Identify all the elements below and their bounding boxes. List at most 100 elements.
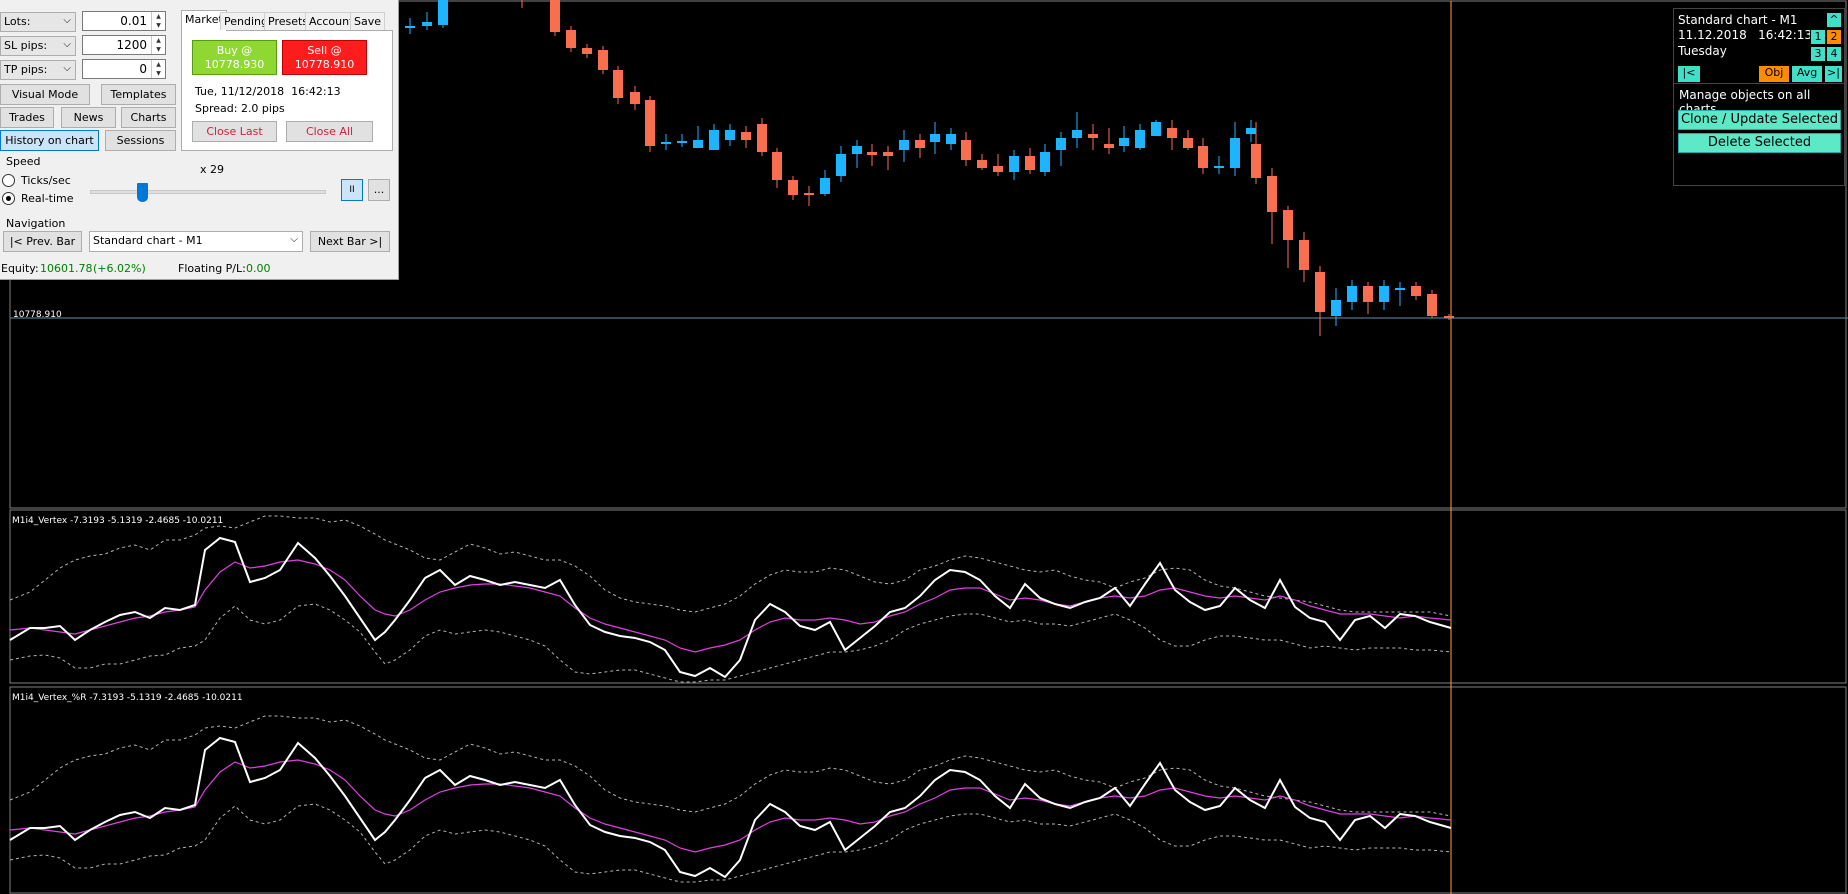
- candle-body: [977, 160, 987, 168]
- close-last-button[interactable]: Close Last: [192, 121, 277, 142]
- indicator-pane-2: [9, 715, 1452, 883]
- delete-selected-button[interactable]: Delete Selected: [1678, 133, 1841, 153]
- avg-button[interactable]: Avg: [1791, 65, 1823, 83]
- buy-price: 10778.930: [204, 58, 265, 71]
- candle-body: [1347, 286, 1357, 302]
- obj-button[interactable]: Obj: [1758, 65, 1790, 83]
- candle-body: [757, 124, 767, 152]
- candle-body: [1119, 138, 1129, 146]
- candle-body: [693, 140, 703, 148]
- templates-button[interactable]: Templates: [101, 84, 176, 105]
- num-2-button[interactable]: 2: [1826, 29, 1842, 45]
- sessions-button[interactable]: Sessions: [105, 130, 176, 151]
- candle-body: [1331, 300, 1341, 316]
- tab-market[interactable]: Market: [181, 10, 227, 31]
- chevron-down-icon: ⌵: [63, 39, 71, 50]
- candle-body: [867, 152, 877, 155]
- spinner-icon[interactable]: ▲ ▼: [151, 36, 165, 54]
- collapse-button[interactable]: ^: [1826, 12, 1842, 28]
- num-1-button[interactable]: 1: [1810, 29, 1826, 45]
- candle-body: [1267, 176, 1277, 212]
- first-bar-button[interactable]: |<: [1677, 65, 1701, 83]
- news-button[interactable]: News: [61, 107, 116, 128]
- candle-body: [1379, 286, 1389, 302]
- ticks-label: Ticks/sec: [21, 174, 71, 187]
- ticks-radio[interactable]: [2, 174, 15, 187]
- candle-body: [438, 0, 448, 25]
- pause-button[interactable]: II: [341, 179, 363, 201]
- num-4-button[interactable]: 4: [1826, 46, 1842, 62]
- candle-body: [1009, 156, 1019, 172]
- candle-body: [1283, 210, 1293, 240]
- floating-pl-value: 0.00: [246, 262, 271, 275]
- buy-button[interactable]: Buy @ 10778.930: [192, 40, 277, 75]
- speed-slider-track[interactable]: [90, 190, 326, 194]
- oscillator-line: [9, 536, 1452, 679]
- candle-body: [961, 140, 971, 160]
- trading-panel: Lots: ⌵ 0.01 ▲ ▼ SL pips: ⌵ 1200 ▲ ▼ TP pips: ⌵…: [0, 0, 399, 280]
- realtime-label: Real-time: [21, 192, 74, 205]
- chart-info-panel: Standard chart - M1 11.12.2018 16:42:13 …: [1673, 8, 1845, 186]
- chart-frame: [9, 0, 1848, 894]
- chevron-down-icon: ⌵: [63, 15, 71, 26]
- candle-body: [550, 0, 560, 32]
- candle-body: [1056, 138, 1066, 150]
- candle-body: [1214, 166, 1224, 168]
- history-on-chart-button[interactable]: History on chart: [0, 130, 99, 151]
- num-3-button[interactable]: 3: [1810, 46, 1826, 62]
- tab-account[interactable]: Account: [305, 12, 358, 30]
- speed-slider-thumb[interactable]: [136, 183, 148, 202]
- candle-body: [836, 154, 846, 176]
- prev-bar-button[interactable]: |< Prev. Bar: [3, 231, 82, 252]
- candle-body: [1088, 134, 1098, 138]
- candle-body: [1167, 128, 1177, 138]
- more-button[interactable]: ...: [368, 179, 390, 201]
- candle-body: [930, 134, 940, 142]
- candle-body: [1183, 138, 1193, 148]
- tp-input[interactable]: 0 ▲ ▼: [82, 59, 166, 79]
- candle-body: [1395, 288, 1405, 290]
- realtime-radio[interactable]: [2, 192, 15, 205]
- tp-label: TP pips:: [4, 63, 48, 76]
- lots-input[interactable]: 0.01 ▲ ▼: [82, 11, 166, 31]
- info-datetime: 11.12.2018 16:42:13: [1678, 28, 1813, 42]
- navigation-title: Navigation: [6, 217, 66, 230]
- close-all-button[interactable]: Close All: [286, 121, 373, 142]
- next-bar-button[interactable]: Next Bar >|: [310, 231, 390, 252]
- current-price-label: 10778.910: [13, 310, 62, 320]
- last-bar-button[interactable]: >|: [1824, 65, 1843, 83]
- sell-button[interactable]: Sell @ 10778.910: [282, 40, 367, 75]
- candle-body: [788, 180, 798, 195]
- chart-select[interactable]: Standard chart - M1 ⌵: [89, 231, 303, 252]
- lower-band-line: [9, 803, 1452, 883]
- trades-button[interactable]: Trades: [0, 107, 54, 128]
- lots-value: 0.01: [120, 14, 147, 28]
- equity-label: Equity:: [1, 262, 39, 275]
- spread-text: Spread: 2.0 pips: [195, 102, 285, 115]
- clone-update-button[interactable]: Clone / Update Selected: [1678, 110, 1841, 130]
- equity-change: (+6.02%): [93, 262, 146, 275]
- speed-title: Speed: [6, 155, 41, 168]
- sell-label: Sell @: [307, 44, 342, 57]
- oscillator-line: [9, 736, 1452, 879]
- charts-button[interactable]: Charts: [121, 107, 176, 128]
- candle-body: [915, 140, 925, 148]
- tp-select[interactable]: TP pips: ⌵: [0, 60, 76, 80]
- spinner-icon[interactable]: ▲ ▼: [151, 60, 165, 78]
- candle-body: [1315, 272, 1325, 312]
- candle-body: [725, 130, 735, 140]
- candle-body: [804, 193, 814, 195]
- sell-price: 10778.910: [294, 58, 355, 71]
- equity-value: 10601.78: [40, 262, 93, 275]
- lots-select[interactable]: Lots: ⌵: [0, 12, 76, 32]
- sl-select[interactable]: SL pips: ⌵: [0, 36, 76, 56]
- candle-body: [1411, 286, 1421, 296]
- sl-input[interactable]: 1200 ▲ ▼: [82, 35, 166, 55]
- tab-presets[interactable]: Presets: [264, 12, 313, 30]
- buy-label: Buy @: [216, 44, 253, 57]
- tab-save[interactable]: Save: [350, 12, 386, 30]
- candle-body: [677, 141, 687, 143]
- visual-mode-button[interactable]: Visual Mode: [0, 84, 90, 105]
- spinner-icon[interactable]: ▲ ▼: [151, 12, 165, 30]
